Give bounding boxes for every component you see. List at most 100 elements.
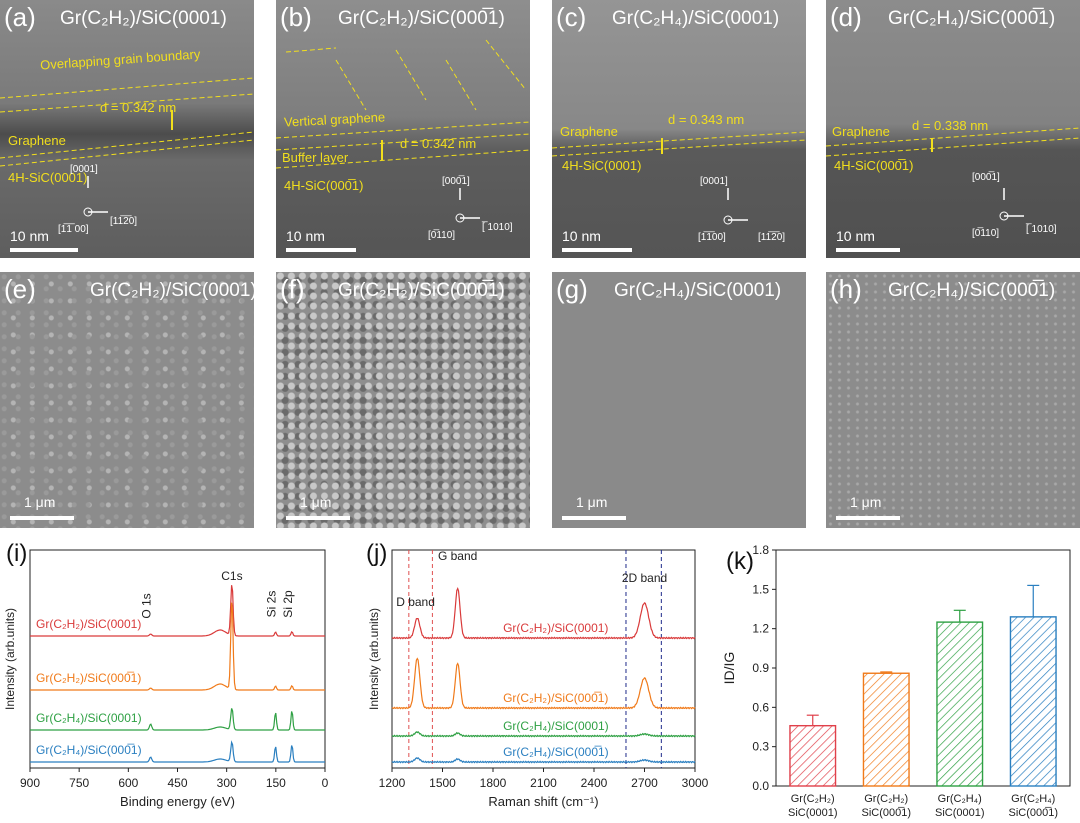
series-line bbox=[30, 740, 325, 763]
id-ig-bar-chart: 0.0 0.3 0.6 0.9 1.2 1.5 1.8 ID/IG Gr(C₂H₂) SiC(00… bbox=[721, 543, 1071, 819]
panel-title: Gr(C₂H₂)/SiC(0001) bbox=[90, 280, 254, 301]
x-tick-label: 2100 bbox=[530, 776, 557, 790]
direction-label: [000̅1] bbox=[442, 176, 470, 187]
x-tick-label: 600 bbox=[118, 776, 138, 790]
scale-bar bbox=[10, 248, 78, 252]
annotation: d = 0.338 nm bbox=[912, 118, 989, 133]
scale-bar bbox=[836, 516, 900, 520]
annotation: d = 0.342 nm bbox=[100, 100, 177, 115]
y-tick-label: 1.8 bbox=[752, 543, 769, 557]
panel-label: (b) bbox=[280, 2, 312, 32]
category-label: Gr(C₂H₄) bbox=[938, 793, 982, 805]
category-label: Gr(C₂H₂) bbox=[791, 793, 835, 805]
series-line bbox=[391, 730, 696, 738]
scale-label: 10 nm bbox=[836, 228, 875, 244]
annotation: Graphene bbox=[8, 133, 66, 148]
interface-lines bbox=[552, 131, 806, 225]
annotation: 4H-SiC(000̅1) bbox=[284, 178, 364, 193]
plot-frame bbox=[29, 549, 326, 769]
x-tick-label: 900 bbox=[20, 776, 40, 790]
direction-label: [0̅110] bbox=[428, 230, 456, 241]
panel-title: Gr(C₂H₂)/SiC(0001) bbox=[60, 8, 227, 29]
sem-panel-e: (e) Gr(C₂H₂)/SiC(0001) 1 μm bbox=[0, 272, 254, 528]
series-label: Gr(C₂H₂)/SiC(0001) bbox=[36, 617, 141, 631]
scale-label: 10 nm bbox=[10, 228, 49, 244]
raman-chart: 1200 1500 1800 2100 2400 2700 3000 Raman shift … bbox=[367, 549, 709, 809]
series-label: Gr(C₂H₄)/SiC(0001) bbox=[36, 711, 142, 725]
bar bbox=[1009, 616, 1057, 787]
series-label: Gr(C₂H₄)/SiC(0001) bbox=[503, 719, 609, 733]
peak-label: Si 2p bbox=[281, 590, 295, 618]
x-tick-label: 0 bbox=[322, 776, 329, 790]
interface-lines bbox=[0, 77, 254, 217]
band-label: G band bbox=[438, 549, 477, 563]
y-axis-label: ID/IG bbox=[721, 652, 737, 685]
direction-label: [1̅1̅00] bbox=[698, 232, 726, 243]
tem-panel-c: (c) Gr(C₂H₄)/SiC(0001) Graphene d = 0.34… bbox=[552, 0, 806, 258]
category-label: Gr(C₂H₂) bbox=[864, 793, 908, 805]
panel-label: (c) bbox=[556, 2, 587, 32]
panel-title: Gr(C₂H₄)/SiC(000̅1) bbox=[888, 280, 1056, 301]
band-label: D band bbox=[396, 595, 435, 609]
direction-label: [11̅2̅0] bbox=[110, 216, 138, 227]
x-tick-label: 1800 bbox=[480, 776, 507, 790]
sem-panel-f: (f) Gr(C₂H₂)/SiC(000̅1) 1 μm bbox=[276, 272, 530, 528]
annotation: Graphene bbox=[560, 124, 618, 139]
series-line bbox=[391, 756, 696, 764]
panel-title: Gr(C₂H₂)/SiC(000̅1) bbox=[338, 8, 505, 29]
panel-title: Gr(C₂H₄)/SiC(0001) bbox=[614, 280, 782, 301]
scale-bar bbox=[562, 516, 626, 520]
scale-bar bbox=[10, 516, 74, 520]
y-tick-label: 0.0 bbox=[752, 779, 769, 793]
xps-chart: 900 750 600 450 300 150 0 Binding energy (eV) In… bbox=[3, 549, 329, 809]
x-tick-label: 150 bbox=[266, 776, 286, 790]
series-label: Gr(C₂H₂)/SiC(000̅1) bbox=[503, 691, 608, 705]
annotation: 4H-SiC(000̅1) bbox=[834, 158, 914, 173]
panel-title: Gr(C₂H₄)/SiC(000̅1) bbox=[888, 8, 1056, 29]
y-tick-label: 1.2 bbox=[752, 622, 769, 636]
panel-label: (a) bbox=[4, 2, 36, 32]
panel-label: (f) bbox=[280, 274, 305, 304]
peak-label: Si 2s bbox=[265, 591, 279, 618]
panel-title: Gr(C₂H₂)/SiC(000̅1) bbox=[338, 280, 505, 301]
interface-lines bbox=[276, 39, 530, 223]
direction-label: [1̅1̅ 00] bbox=[58, 224, 89, 235]
tem-panel-a: (a) Gr(C₂H₂)/SiC(0001) Overlapping grain… bbox=[0, 0, 254, 258]
series-line bbox=[30, 602, 325, 691]
category-label: Gr(C₂H₄) bbox=[1011, 793, 1055, 805]
series-line bbox=[391, 657, 696, 710]
scale-label: 10 nm bbox=[562, 228, 601, 244]
direction-label: [000̅1] bbox=[972, 172, 1000, 183]
direction-label: [0001] bbox=[700, 176, 728, 187]
scale-label: 1 μm bbox=[24, 494, 56, 510]
chart-label: (j) bbox=[366, 540, 388, 567]
panel-label: (g) bbox=[556, 274, 588, 304]
scale-bar bbox=[562, 248, 632, 252]
y-axis-label: Intensity (arb.units) bbox=[3, 608, 17, 710]
series-line bbox=[30, 708, 325, 731]
peak-label: O 1s bbox=[140, 593, 154, 618]
annotation: 4H-SiC(0001) bbox=[562, 158, 642, 173]
direction-label: [0̅110] bbox=[972, 228, 1000, 239]
sem-panel-g: (g) Gr(C₂H₄)/SiC(0001) 1 μm bbox=[552, 272, 806, 528]
category-label: SiC(000̅1) bbox=[861, 807, 911, 819]
x-axis-label: Raman shift (cm⁻¹) bbox=[488, 794, 598, 809]
y-tick-label: 1.5 bbox=[752, 582, 769, 596]
y-axis-label: Intensity (arb.units) bbox=[367, 608, 381, 710]
scale-bar bbox=[286, 516, 350, 520]
series-line bbox=[30, 585, 325, 637]
y-tick-label: 0.3 bbox=[752, 740, 769, 754]
x-tick-label: 2700 bbox=[631, 776, 658, 790]
panel-label: (e) bbox=[4, 274, 36, 304]
sem-panel-h: (h) Gr(C₂H₄)/SiC(000̅1) 1 μm bbox=[826, 272, 1080, 528]
peak-label: C1s bbox=[221, 569, 242, 583]
bar bbox=[862, 672, 910, 787]
category-label: SiC(0001) bbox=[935, 807, 985, 819]
annotation: Buffer layer bbox=[282, 150, 349, 165]
y-tick-label: 0.6 bbox=[752, 700, 769, 714]
scale-label: 1 μm bbox=[300, 494, 332, 510]
annotation: 4H-SiC(0001) bbox=[8, 170, 88, 185]
series-label: Gr(C₂H₄)/SiC(000̅1) bbox=[503, 745, 609, 759]
x-tick-label: 1500 bbox=[429, 776, 456, 790]
panel-label: (d) bbox=[830, 2, 862, 32]
